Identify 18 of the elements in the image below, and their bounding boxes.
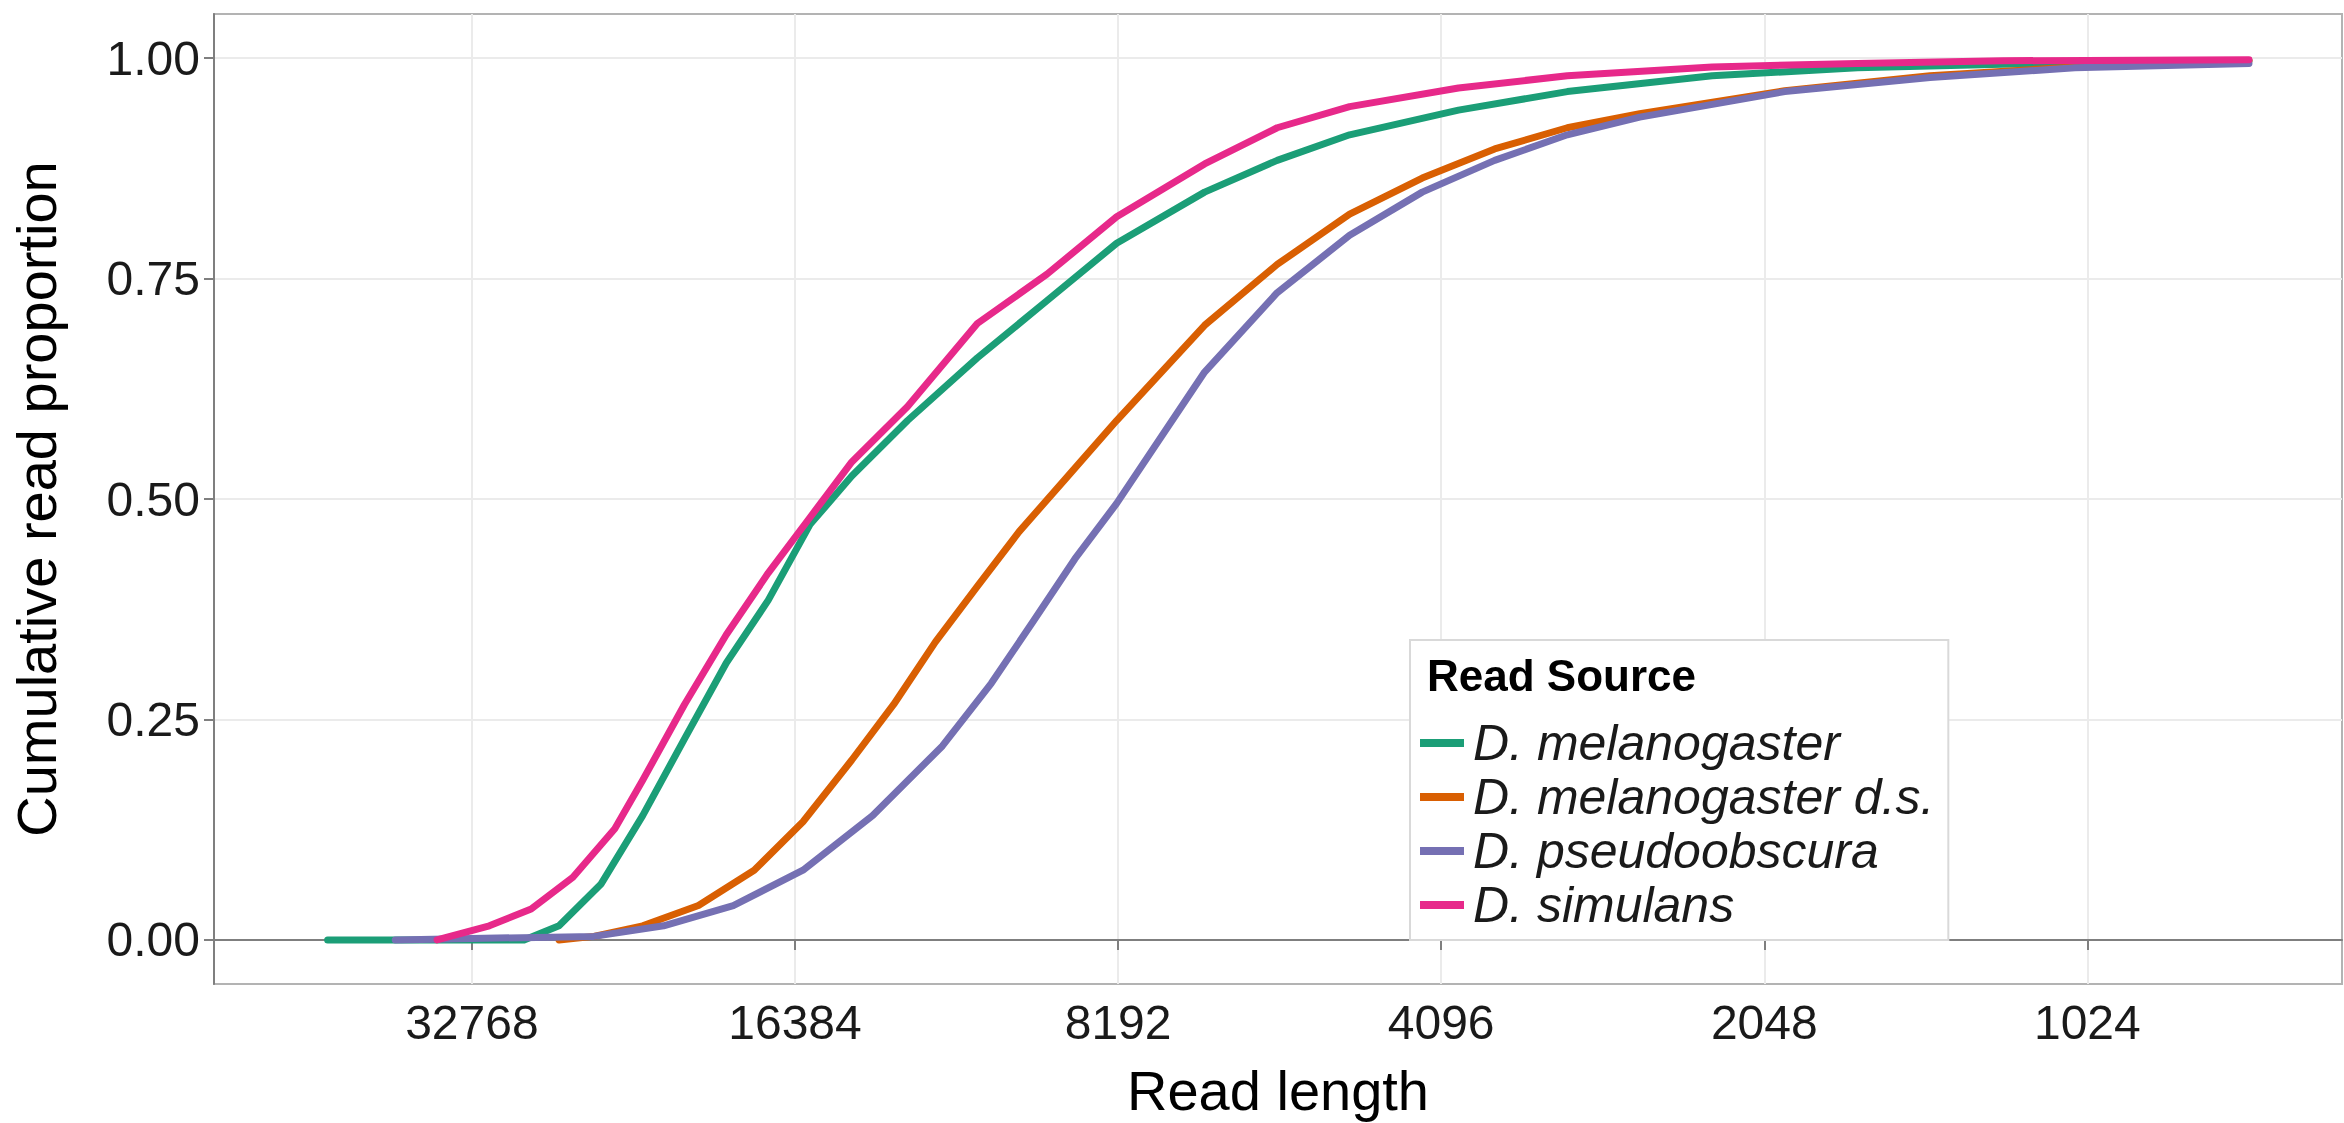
legend-label: D. melanogaster d.s. xyxy=(1473,769,1935,825)
y-tick-label: 0.75 xyxy=(106,252,200,306)
y-axis-title: Cumulative read proportion xyxy=(4,161,68,837)
x-tick-label: 8192 xyxy=(1064,995,1172,1049)
x-tick-label: 16384 xyxy=(728,995,862,1049)
y-tick-label: 1.00 xyxy=(106,31,200,85)
legend-label: D. simulans xyxy=(1473,877,1735,933)
x-tick-label: 32768 xyxy=(405,995,539,1049)
legend-label: D. melanogaster xyxy=(1473,715,1843,771)
x-tick-label: 4096 xyxy=(1387,995,1495,1049)
x-axis-title: Read length xyxy=(1126,1058,1430,1122)
y-tick-label: 0.50 xyxy=(106,472,200,526)
x-tick-label: 1024 xyxy=(2033,995,2141,1049)
y-tick-label: 0.25 xyxy=(106,692,200,746)
y-tick-label: 0.00 xyxy=(106,913,200,967)
legend-label: D. pseudoobscura xyxy=(1473,823,1879,879)
x-tick-label: 2048 xyxy=(1710,995,1818,1049)
legend-title: Read Source xyxy=(1427,650,1696,700)
